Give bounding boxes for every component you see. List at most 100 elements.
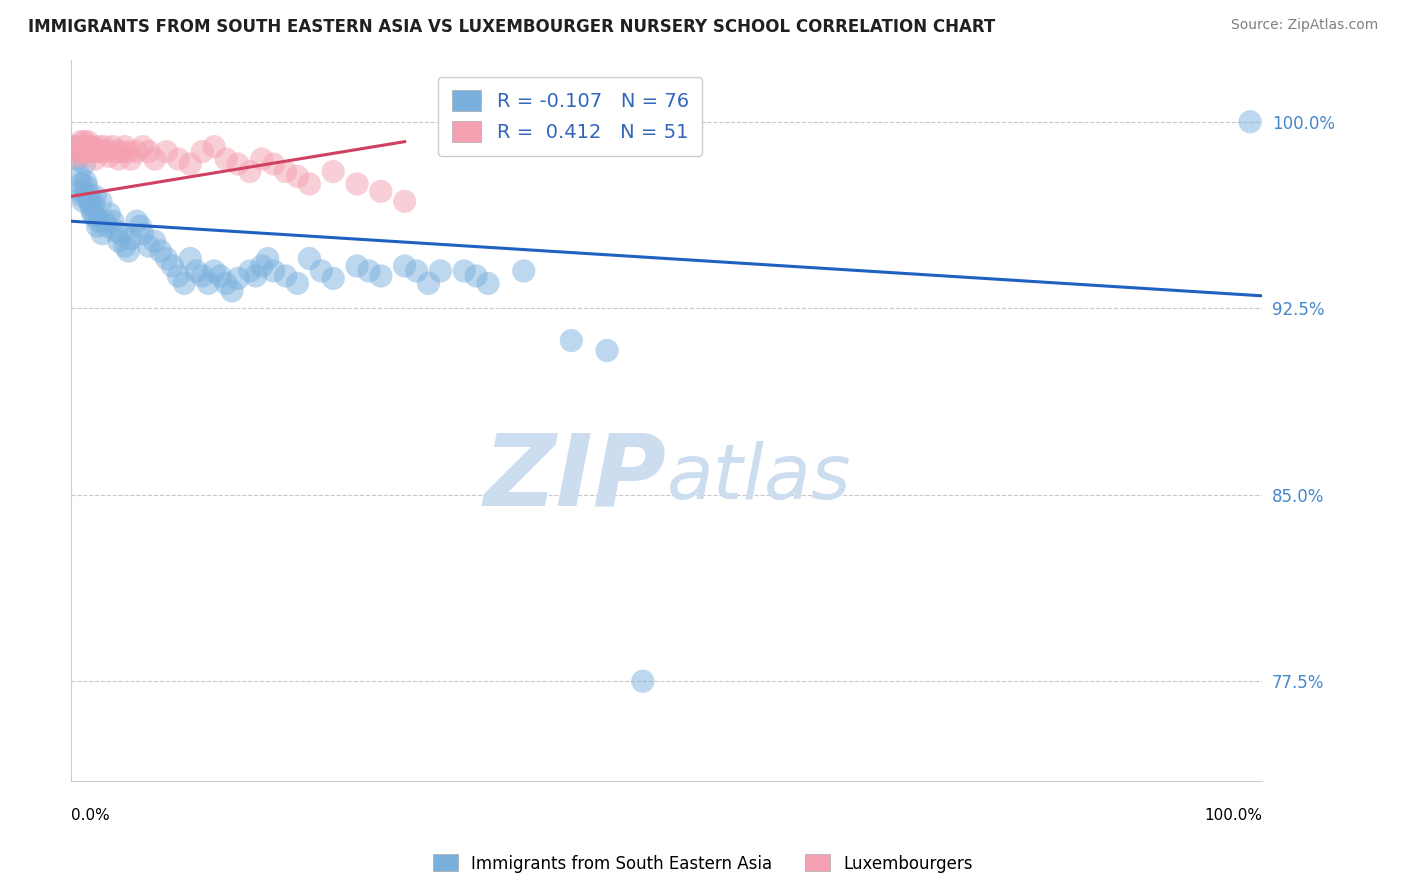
Point xyxy=(513,264,536,278)
Point xyxy=(70,139,93,153)
Point xyxy=(110,145,132,159)
Point xyxy=(105,145,128,159)
Point xyxy=(75,139,97,153)
Point xyxy=(263,157,285,171)
Point xyxy=(101,139,124,153)
Point xyxy=(143,152,166,166)
Text: Source: ZipAtlas.com: Source: ZipAtlas.com xyxy=(1230,18,1378,32)
Point xyxy=(129,219,152,234)
Point xyxy=(167,152,190,166)
Point xyxy=(114,239,136,253)
Point xyxy=(89,139,111,153)
Point xyxy=(1239,115,1261,129)
Point xyxy=(394,259,416,273)
Point xyxy=(93,214,115,228)
Point xyxy=(202,139,225,153)
Point xyxy=(69,169,91,184)
Point xyxy=(250,152,273,166)
Text: ZIP: ZIP xyxy=(484,429,666,526)
Point xyxy=(215,277,238,291)
Point xyxy=(167,268,190,283)
Point xyxy=(202,264,225,278)
Point xyxy=(370,185,392,199)
Point xyxy=(173,277,195,291)
Point xyxy=(322,271,344,285)
Point xyxy=(84,189,107,203)
Point xyxy=(77,192,100,206)
Point xyxy=(274,268,297,283)
Point xyxy=(311,264,333,278)
Point xyxy=(405,264,427,278)
Point xyxy=(179,157,201,171)
Point xyxy=(93,139,115,153)
Point xyxy=(76,179,98,194)
Point xyxy=(149,244,172,258)
Point xyxy=(477,277,499,291)
Point xyxy=(98,207,121,221)
Point xyxy=(83,196,105,211)
Point xyxy=(79,196,101,211)
Point xyxy=(131,139,153,153)
Point xyxy=(96,219,118,234)
Point xyxy=(287,169,309,184)
Point xyxy=(86,219,108,234)
Point xyxy=(91,227,114,241)
Point xyxy=(215,152,238,166)
Point xyxy=(87,214,110,228)
Point xyxy=(125,145,148,159)
Point xyxy=(80,202,103,216)
Text: 0.0%: 0.0% xyxy=(72,808,110,823)
Point xyxy=(70,185,93,199)
Point xyxy=(63,139,86,153)
Point xyxy=(274,164,297,178)
Point xyxy=(226,271,249,285)
Point xyxy=(186,264,208,278)
Point xyxy=(191,268,214,283)
Point xyxy=(429,264,451,278)
Point xyxy=(298,252,321,266)
Point xyxy=(298,177,321,191)
Point xyxy=(110,227,132,241)
Point xyxy=(162,259,184,273)
Point xyxy=(346,259,368,273)
Point xyxy=(256,252,278,266)
Point xyxy=(63,139,86,153)
Point xyxy=(322,164,344,178)
Point xyxy=(91,145,114,159)
Point xyxy=(108,152,131,166)
Point xyxy=(98,150,121,164)
Point xyxy=(101,214,124,228)
Point xyxy=(96,145,118,159)
Point xyxy=(77,135,100,149)
Point xyxy=(209,268,232,283)
Point xyxy=(191,145,214,159)
Point xyxy=(80,145,103,159)
Text: 100.0%: 100.0% xyxy=(1204,808,1263,823)
Point xyxy=(138,145,160,159)
Point xyxy=(465,268,488,283)
Point xyxy=(72,189,94,203)
Point xyxy=(226,157,249,171)
Legend: R = -0.107   N = 76, R =  0.412   N = 51: R = -0.107 N = 76, R = 0.412 N = 51 xyxy=(439,77,702,156)
Point xyxy=(239,164,262,178)
Point xyxy=(346,177,368,191)
Point xyxy=(287,277,309,291)
Point xyxy=(120,152,142,166)
Point xyxy=(125,214,148,228)
Point xyxy=(69,145,91,159)
Point xyxy=(86,145,108,159)
Point xyxy=(560,334,582,348)
Point xyxy=(90,194,112,209)
Point xyxy=(82,207,104,221)
Point xyxy=(72,145,94,159)
Point xyxy=(596,343,619,358)
Point xyxy=(83,145,105,159)
Point xyxy=(370,268,392,283)
Point xyxy=(155,252,177,266)
Point xyxy=(631,674,654,689)
Point xyxy=(357,264,380,278)
Point xyxy=(418,277,440,291)
Point xyxy=(79,139,101,153)
Point xyxy=(239,264,262,278)
Point xyxy=(117,145,139,159)
